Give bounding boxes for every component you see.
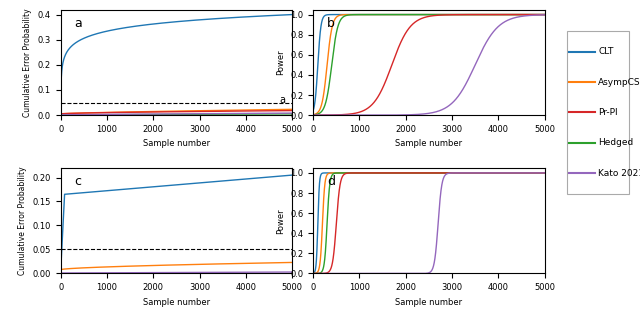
Text: a: a xyxy=(75,17,83,30)
Y-axis label: Cumulative Error Probability: Cumulative Error Probability xyxy=(23,8,32,117)
Text: Kato 2021 (Thm. 4): Kato 2021 (Thm. 4) xyxy=(598,169,640,178)
Text: Pr-PI: Pr-PI xyxy=(598,108,618,117)
X-axis label: Sample number: Sample number xyxy=(396,298,463,307)
Text: c: c xyxy=(75,175,82,188)
Text: d: d xyxy=(327,175,335,188)
Text: b: b xyxy=(327,17,335,30)
Text: CLT: CLT xyxy=(598,47,613,56)
X-axis label: Sample number: Sample number xyxy=(143,298,210,307)
Text: AsympCS: AsympCS xyxy=(598,78,640,86)
Y-axis label: Power: Power xyxy=(276,50,285,75)
Text: a: a xyxy=(279,95,285,105)
Y-axis label: Power: Power xyxy=(276,208,285,233)
Y-axis label: Cumulative Error Probability: Cumulative Error Probability xyxy=(18,166,27,275)
X-axis label: Sample number: Sample number xyxy=(143,139,210,149)
Text: Hedged: Hedged xyxy=(598,138,633,147)
X-axis label: Sample number: Sample number xyxy=(396,139,463,149)
